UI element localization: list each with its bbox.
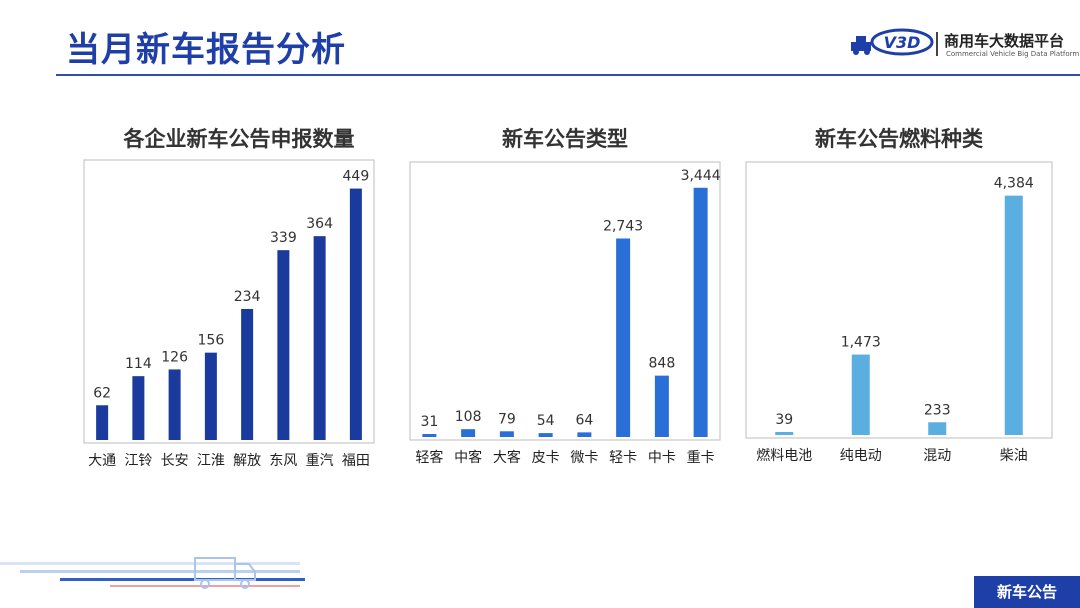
- data-label: 848: [649, 356, 676, 372]
- category-label: 纯电动: [840, 448, 882, 464]
- plot-frame: [745, 161, 1053, 439]
- category-label: 轻客: [415, 449, 443, 466]
- chart-fuel-types: 39 燃料电池 1,473 纯电动 233 混动 4,384 柴油: [745, 161, 1053, 464]
- data-label: 2,743: [603, 218, 643, 234]
- chart-vehicle-types: 31 轻客 108 中客 79 大客 54 皮卡 64 微卡 2,743 轻卡 848 中卡 3,444 重卡: [409, 161, 721, 466]
- data-label: 339: [270, 230, 297, 246]
- data-label: 79: [498, 411, 516, 427]
- header-divider: [56, 74, 1080, 76]
- bar-江淮: [204, 352, 217, 440]
- logo-separator: [936, 32, 938, 56]
- bar-皮卡: [538, 433, 553, 437]
- data-label: 234: [234, 289, 261, 305]
- bar-解放: [241, 308, 254, 440]
- bar-江铃: [132, 376, 145, 440]
- category-label: 大通: [88, 453, 116, 469]
- category-label: 混动: [923, 448, 951, 464]
- chart1-title: 各企业新车公告申报数量: [123, 127, 355, 151]
- data-label: 39: [775, 412, 793, 428]
- footer-section-tag: 新车公告: [974, 576, 1080, 608]
- bar-混动: [928, 422, 947, 435]
- data-label: 126: [161, 349, 188, 365]
- bar-大客: [499, 431, 514, 437]
- bar-微卡: [577, 432, 592, 437]
- logo-mark: V3D: [884, 33, 921, 52]
- chart2-title: 新车公告类型: [502, 127, 628, 151]
- data-label: 31: [420, 414, 438, 430]
- chart-companies: 62 大通 114 江铃 126 长安 156 江淮 234 解放 339 东风 364 重汽 449 福田: [83, 159, 375, 469]
- bar-纯电动: [851, 354, 870, 435]
- logo-subtitle: Commercial Vehicle Big Data Platform: [946, 50, 1080, 58]
- data-label: 1,473: [841, 335, 881, 351]
- plot-frame: [409, 161, 721, 441]
- category-label: 东风: [269, 453, 297, 469]
- data-label: 4,384: [994, 176, 1034, 192]
- category-label: 中客: [454, 449, 482, 466]
- data-label: 3,444: [681, 168, 721, 184]
- category-label: 长安: [161, 453, 189, 469]
- bar-大通: [96, 405, 109, 440]
- category-label: 燃料电池: [756, 447, 812, 464]
- bar-燃料电池: [775, 432, 794, 435]
- bar-中卡: [654, 375, 669, 437]
- data-label: 62: [93, 385, 111, 401]
- chart3-title: 新车公告燃料种类: [815, 127, 983, 151]
- category-label: 江铃: [124, 453, 152, 469]
- bar-重卡: [693, 187, 708, 437]
- bar-中客: [461, 429, 476, 437]
- page-title: 当月新车报告分析: [66, 30, 346, 70]
- bar-轻卡: [616, 238, 631, 437]
- category-label: 中卡: [648, 450, 676, 466]
- category-label: 重汽: [306, 453, 334, 469]
- data-label: 156: [198, 333, 225, 349]
- data-label: 54: [537, 413, 555, 429]
- bar-福田: [349, 188, 362, 440]
- data-label: 449: [343, 169, 370, 185]
- category-label: 解放: [233, 453, 261, 469]
- truck-icon: [194, 557, 256, 589]
- category-label: 轻卡: [609, 450, 637, 466]
- data-label: 114: [125, 356, 152, 372]
- category-label: 大客: [493, 449, 521, 466]
- category-label: 重卡: [687, 450, 715, 466]
- bar-轻客: [422, 434, 437, 437]
- logo-name: 商用车大数据平台: [944, 32, 1065, 50]
- data-label: 364: [306, 216, 333, 232]
- bar-柴油: [1004, 195, 1023, 435]
- bar-重汽: [313, 236, 326, 440]
- category-label: 柴油: [1000, 448, 1028, 464]
- decorative-trucks-graphic: [0, 557, 305, 589]
- data-label: 108: [455, 409, 482, 425]
- data-label: 64: [575, 412, 593, 428]
- category-label: 微卡: [570, 450, 598, 466]
- category-label: 福田: [342, 453, 370, 469]
- bar-长安: [168, 369, 181, 440]
- plot-frame: [83, 159, 375, 444]
- bar-东风: [277, 250, 290, 440]
- brand-logo: V3D 商用车大数据平台 Commercial Vehicle Big Data…: [848, 24, 1080, 64]
- data-label: 233: [924, 402, 951, 418]
- category-label: 江淮: [197, 453, 225, 469]
- category-label: 皮卡: [532, 450, 560, 466]
- truck-logo-icon: V3D: [851, 28, 934, 56]
